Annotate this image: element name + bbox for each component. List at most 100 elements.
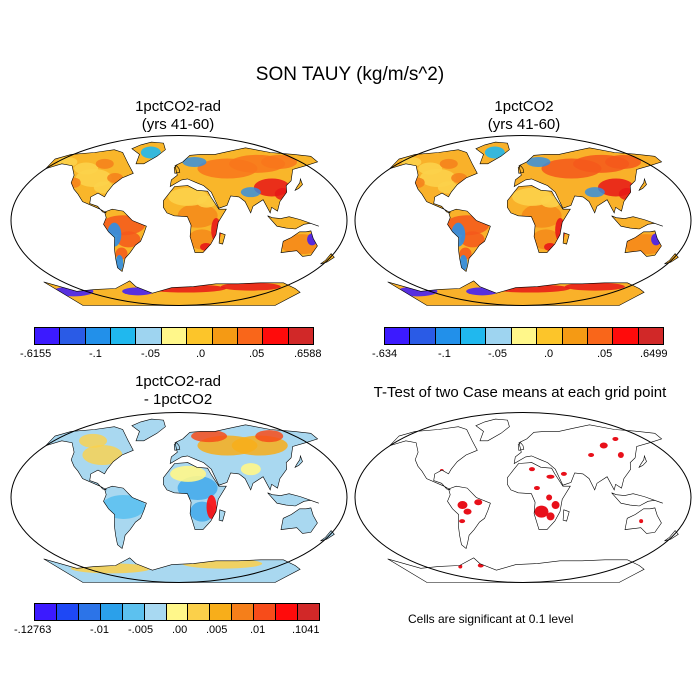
map-border (354, 135, 692, 306)
field-blob (533, 486, 540, 491)
coastline-eurasia (169, 147, 319, 214)
coastline-madagascar (562, 232, 570, 245)
colorbar-swatch (161, 328, 188, 344)
panel-2-title-line1: 1pctCO2 (494, 98, 554, 115)
colorbar-swatch (263, 328, 289, 344)
map-panel-1 (10, 135, 348, 306)
colorbar-swatch (298, 604, 319, 620)
coastline-australia (280, 230, 318, 257)
field-blob (599, 442, 608, 449)
field-blob (460, 231, 485, 248)
coastline-japan (638, 454, 647, 468)
coastline-madagascar (218, 232, 226, 245)
colorbar-swatch (410, 328, 436, 344)
coastline-australia (624, 230, 662, 257)
coastline-greenland (131, 418, 166, 442)
map-border (10, 412, 348, 583)
colorbar-swatch (638, 328, 663, 344)
cb3-label: .1041 (292, 624, 320, 636)
colorbar-swatch (35, 604, 57, 620)
colorbar-2 (384, 327, 664, 345)
field-blob (605, 154, 642, 169)
coastline-greenland (475, 418, 510, 442)
field-blob (617, 452, 624, 458)
cb2-label: -.1 (438, 348, 451, 360)
colorbar-swatch (187, 328, 213, 344)
cb3-label: .005 (206, 624, 228, 636)
field-blob (220, 282, 281, 291)
coastline-japan (638, 177, 647, 191)
coastline-uk (173, 165, 181, 174)
coastline-africa (506, 185, 571, 253)
panel-3-title-line1: 1pctCO2-rad (135, 373, 221, 390)
coastline-nz (664, 530, 679, 542)
colorbar-swatch (188, 604, 211, 620)
cb1-label: .0 (196, 348, 206, 360)
coastline-uk (517, 442, 525, 451)
field-blob (534, 505, 549, 518)
coastline-indonesia (267, 215, 319, 230)
coastline-namerica (44, 149, 134, 214)
panel-2-title-line2: (yrs 41-60) (487, 116, 561, 133)
coastline-namerica (388, 426, 478, 491)
colorbar-swatch (461, 328, 487, 344)
cb2-label: -.634 (372, 348, 398, 360)
coastline-africa (162, 185, 227, 253)
coastline-madagascar (562, 509, 570, 522)
coastline-australia (624, 507, 662, 534)
colorbar-swatch (100, 604, 123, 620)
field-blob (584, 187, 605, 198)
field-blob (206, 494, 217, 519)
field-blob (182, 156, 207, 167)
field-blob (74, 162, 99, 175)
colorbar-swatch (210, 604, 233, 620)
map-panel-4 (354, 412, 692, 583)
panel-1-title: 1pctCO2-rad (yrs 41-60) (68, 98, 288, 134)
map-border (354, 412, 692, 583)
cb3-label: .00 (172, 624, 188, 636)
field-blob (560, 471, 567, 476)
panel-4-title: T-Test of two Case means at each grid po… (373, 384, 667, 401)
coastline-namerica (44, 426, 134, 491)
coastline-indonesia (611, 215, 663, 230)
cb3-label: -.005 (128, 624, 154, 636)
colorbar-swatch (60, 328, 86, 344)
field-blob (551, 501, 560, 510)
field-blob (528, 467, 535, 472)
field-blob (546, 512, 555, 521)
cb3-label: -.01 (90, 624, 109, 636)
coastline-indonesia (611, 492, 663, 507)
field-blob (612, 436, 619, 441)
cb1-label: -.1 (89, 348, 102, 360)
colorbar-swatch (166, 604, 189, 620)
panel-3-title: 1pctCO2-rad - 1pctCO2 (68, 373, 288, 409)
colorbar-swatch (136, 328, 162, 344)
coastline-madagascar (218, 509, 226, 522)
colorbar-swatch (562, 328, 588, 344)
coastline-eurasia (513, 424, 663, 491)
cb1-label: -.05 (141, 348, 160, 360)
colorbar-swatch (385, 328, 411, 344)
colorbar-swatch (587, 328, 614, 344)
field-blob (116, 231, 141, 248)
colorbar-swatch (56, 604, 79, 620)
field-blob (439, 158, 458, 169)
field-blob (261, 154, 298, 169)
cb3-label: -.12763 (14, 624, 52, 636)
colorbar-swatch (144, 604, 167, 620)
figure-title: SON TAUY (kg/m/s^2) (255, 64, 445, 85)
field-blob (255, 430, 284, 443)
colorbar-swatch (537, 328, 563, 344)
field-blob (170, 465, 207, 482)
map-panel-3 (10, 412, 348, 583)
coastline-uk (517, 165, 525, 174)
colorbar-swatch (232, 604, 255, 620)
colorbar-swatch (486, 328, 512, 344)
coastline-namerica (388, 149, 478, 214)
field-blob (140, 146, 161, 159)
coastline-greenland (475, 141, 510, 165)
field-blob (457, 501, 468, 510)
field-blob (639, 519, 644, 524)
cb1-label: .05 (249, 348, 265, 360)
cb2-label: .6499 (640, 348, 668, 360)
